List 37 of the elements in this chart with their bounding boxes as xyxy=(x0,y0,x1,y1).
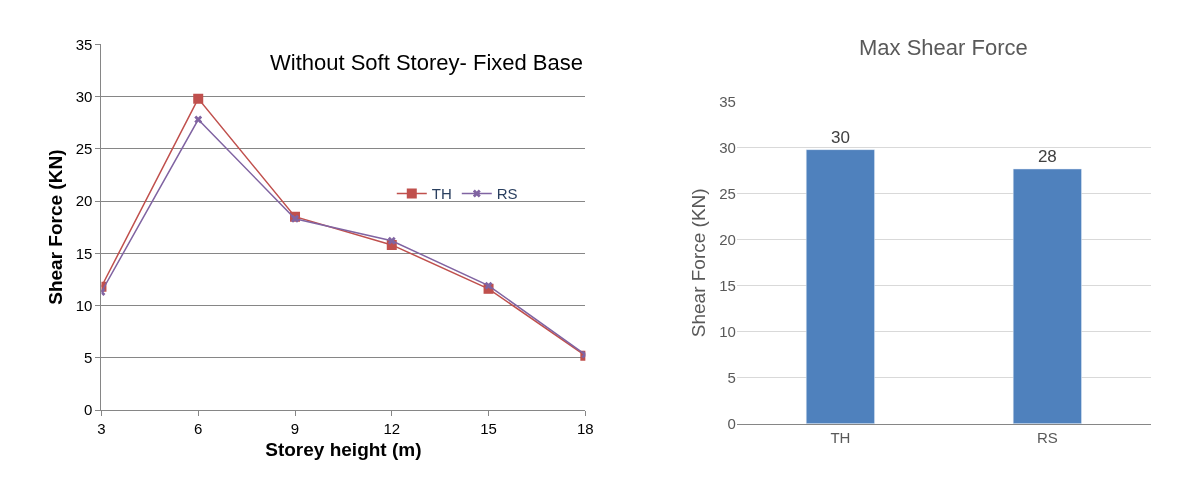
x-tick-label: 12 xyxy=(383,420,401,437)
x-tick-label: TH xyxy=(830,428,851,446)
x-tick-label: 3 xyxy=(97,420,106,437)
x-tick-label: 6 xyxy=(194,420,203,437)
point xyxy=(193,93,204,104)
y-tick-label: 20 xyxy=(719,231,736,249)
y-tick-label: 0 xyxy=(84,401,93,419)
x-tick-label: 18 xyxy=(577,420,594,437)
legend-label: TH xyxy=(431,185,452,203)
y-tick-label: 15 xyxy=(719,277,736,295)
y-tick-label: 35 xyxy=(75,35,93,53)
y-tick-label: 10 xyxy=(719,323,736,341)
y-tick-label: 30 xyxy=(719,139,736,157)
point xyxy=(387,236,396,245)
legend-label: RS xyxy=(496,185,518,203)
y-tick-label: 35 xyxy=(719,93,736,111)
y-tick-label: 5 xyxy=(84,349,93,367)
x-tick-label: RS xyxy=(1036,428,1058,446)
x-tick-label: 15 xyxy=(480,420,497,437)
y-tick-label: 30 xyxy=(75,87,93,105)
y-axis-title: Shear Force (KN) xyxy=(688,188,710,338)
data-label: 28 xyxy=(1037,146,1057,166)
y-tick-label: 5 xyxy=(727,369,736,387)
y-tick-label: 10 xyxy=(75,296,93,314)
x-axis-title: Storey height (m) xyxy=(265,438,422,460)
y-axis-title: Shear Force (KN) xyxy=(44,149,66,305)
point xyxy=(484,281,493,290)
y-tick-label: 25 xyxy=(75,140,93,158)
y-tick-label: 25 xyxy=(719,185,736,203)
y-tick-label: 0 xyxy=(727,415,736,433)
point xyxy=(194,115,203,124)
chart-title: Max Shear Force xyxy=(859,35,1028,60)
x-tick-label: 9 xyxy=(290,420,300,437)
y-tick-label: 20 xyxy=(75,192,93,210)
y-tick-label: 15 xyxy=(75,244,93,262)
data-label: 30 xyxy=(830,127,850,147)
chart-title: Without Soft Storey- Fixed Base xyxy=(270,50,584,75)
